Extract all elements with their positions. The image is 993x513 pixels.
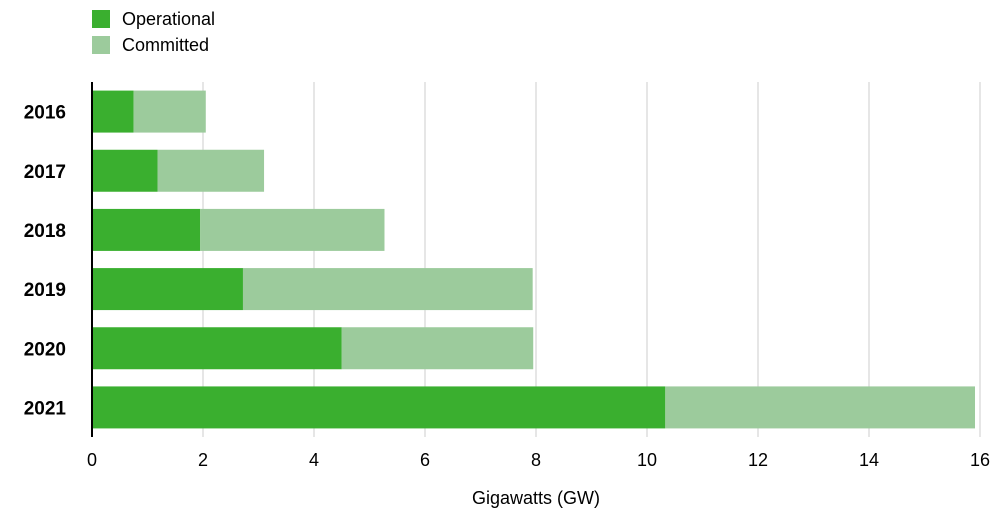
category-label-2016: 2016 <box>24 103 66 124</box>
bar-committed-2020 <box>341 327 534 370</box>
x-tick-label-0: 0 <box>87 450 97 470</box>
bar-committed-2017 <box>157 149 265 192</box>
category-label-2019: 2019 <box>24 280 66 301</box>
bar-committed-2021 <box>665 386 976 429</box>
x-tick-label-6: 6 <box>420 450 430 470</box>
category-label-2021: 2021 <box>24 398 67 419</box>
bar-committed-2019 <box>242 268 533 311</box>
legend-swatch-operational <box>92 10 110 28</box>
bar-operational-2020 <box>92 327 342 370</box>
legend: Operational Committed <box>92 6 215 58</box>
x-tick-label-12: 12 <box>748 450 768 470</box>
bar-operational-2019 <box>92 268 243 311</box>
bar-committed-2018 <box>200 208 385 251</box>
legend-swatch-committed <box>92 36 110 54</box>
bar-operational-2017 <box>92 149 158 192</box>
category-label-2018: 2018 <box>24 221 66 242</box>
x-tick-label-16: 16 <box>970 450 990 470</box>
x-tick-label-4: 4 <box>309 450 319 470</box>
x-tick-label-2: 2 <box>198 450 208 470</box>
bar-operational-2021 <box>92 386 666 429</box>
bar-operational-2016 <box>92 90 134 133</box>
legend-item-operational: Operational <box>92 6 215 32</box>
bar-operational-2018 <box>92 208 201 251</box>
x-axis-label: Gigawatts (GW) <box>472 488 600 508</box>
legend-label-operational: Operational <box>122 8 216 29</box>
x-tick-label-8: 8 <box>531 450 541 470</box>
legend-item-committed: Committed <box>92 32 215 58</box>
legend-label-committed: Committed <box>122 34 210 55</box>
bar-committed-2016 <box>133 90 206 133</box>
category-label-2017: 2017 <box>24 162 66 183</box>
x-tick-label-10: 10 <box>637 450 657 470</box>
x-tick-label-14: 14 <box>859 450 879 470</box>
category-label-2020: 2020 <box>24 339 66 360</box>
